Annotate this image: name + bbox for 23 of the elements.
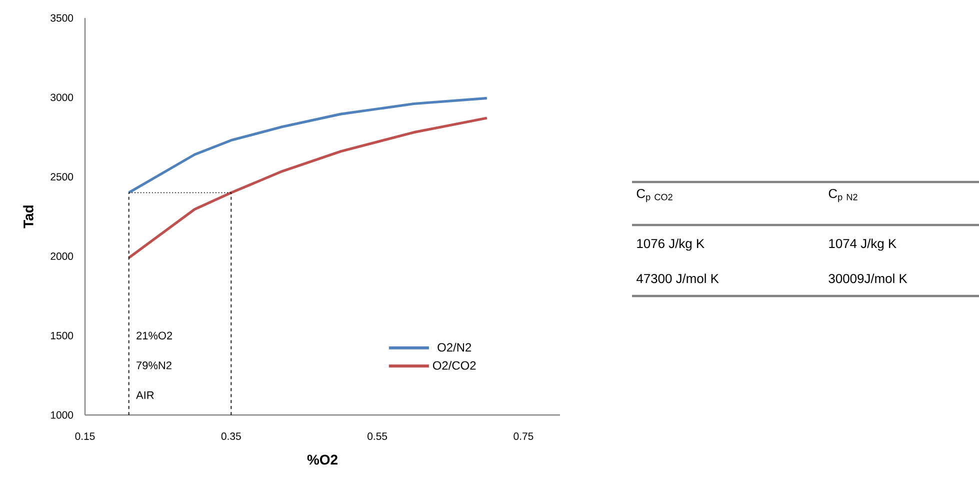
legend-label: O2/N2 — [438, 342, 472, 352]
text: $\mathrm{C}_{\mathrm{p\ N2}}$ — [828, 188, 858, 202]
x-tick-label: 0.55 — [368, 432, 388, 440]
y-tick-label: 1000 — [51, 411, 74, 419]
x-tick-label: 0.15 — [75, 432, 95, 440]
x-tick-label: 0.75 — [514, 432, 534, 440]
text: 47300 J/mol K — [636, 274, 719, 284]
annotation: 21%O2 — [136, 332, 172, 340]
legend-label: O2/CO2 — [432, 360, 476, 370]
annotation: 79%N2 — [136, 362, 172, 370]
y-tick-label: 2500 — [50, 173, 74, 181]
x-axis-title: %O2 — [307, 454, 338, 465]
text: 1076 J/kg K — [637, 238, 704, 251]
y-axis-title: Tad — [23, 206, 34, 228]
y-tick-label: 2000 — [50, 252, 74, 260]
text: 30009J/mol K — [828, 274, 908, 284]
text: 1074 J/kg K — [829, 238, 896, 251]
y-tick-label: 3500 — [50, 14, 74, 22]
y-tick-label: 1500 — [51, 332, 74, 340]
text: $\mathrm{C}_{\mathrm{p\ CO2}}$ — [636, 188, 672, 202]
x-tick-label: 0.35 — [221, 432, 241, 440]
y-tick-label: 3000 — [50, 94, 74, 102]
annotation: AIR — [136, 391, 154, 399]
